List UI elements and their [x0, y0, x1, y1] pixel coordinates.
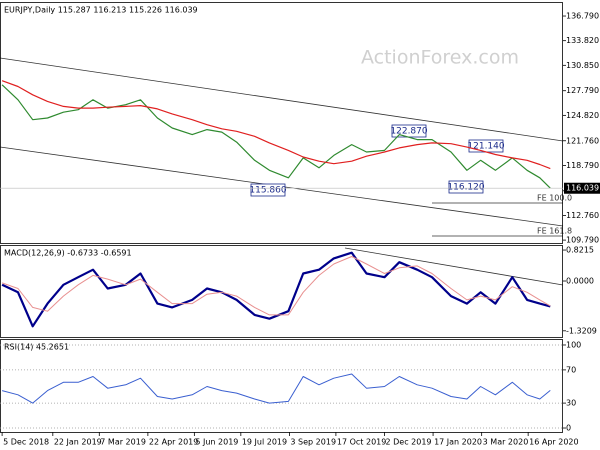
annotation-box [250, 183, 286, 197]
y-tick-label: 130.850 [566, 61, 599, 70]
price-marker: 116.039 [566, 184, 599, 193]
x-tick-label: 3 Mar 2020 [483, 438, 529, 447]
y-tick-label: 133.820 [566, 36, 599, 45]
panel-title: MACD(12,26,9) -0.6733 -0.6591 [4, 249, 132, 258]
x-tick-label: 5 Dec 2018 [3, 438, 49, 447]
panel-title: EURJPY,Daily 115.287 116.213 115.226 116… [4, 6, 198, 15]
annotation: 122.870 [390, 127, 427, 137]
annotation-box [448, 180, 484, 194]
x-tick-label: 17 Jan 2020 [434, 438, 482, 447]
y-tick-label: 0.8215 [566, 246, 594, 255]
price-marker-box [564, 182, 600, 194]
y-tick-label: -1.3209 [566, 326, 597, 335]
y-tick-label: 136.790 [566, 12, 599, 21]
y-tick-label: 100 [566, 340, 581, 349]
x-tick-label: 22 Jan 2019 [54, 438, 102, 447]
macd-trendline [344, 247, 564, 286]
x-tick-label: 22 Apr 2019 [149, 438, 198, 447]
annotation: 121.140 [467, 142, 504, 152]
y-tick-label: 0 [566, 424, 571, 433]
y-tick-label: 124.820 [566, 111, 599, 120]
annotation: 115.860 [249, 186, 286, 196]
panel-frame [0, 245, 563, 338]
x-tick-label: 7 Mar 2019 [100, 438, 146, 447]
y-tick-label: 0.0000 [566, 277, 594, 286]
watermark: ActionForex.com [361, 47, 519, 69]
series-line [1, 373, 551, 404]
x-tick-label: 2 Dec 2019 [385, 438, 431, 447]
channel-upper [0, 57, 564, 142]
x-tick-label: 19 Jul 2019 [242, 438, 287, 447]
fe-label: FE 100.0 [537, 194, 572, 203]
y-tick-label: 118.790 [566, 161, 599, 170]
panel-title: RSI(14) 45.2651 [4, 343, 69, 352]
x-tick-label: 3 Sep 2019 [290, 438, 336, 447]
series-line [1, 256, 551, 316]
y-tick-label: 70 [566, 365, 576, 374]
panel-frame [0, 339, 563, 433]
fe-label: FE 161.8 [537, 227, 572, 236]
y-tick-label: 112.760 [566, 211, 599, 220]
y-tick-label: 109.790 [566, 236, 599, 245]
series-line [1, 80, 551, 170]
y-tick-label: 127.790 [566, 86, 599, 95]
x-tick-label: 16 Apr 2020 [529, 438, 578, 447]
y-tick-label: 30 [566, 399, 576, 408]
series-line [1, 84, 551, 189]
panel-frame [0, 2, 563, 244]
x-tick-label: 5 Jun 2019 [195, 438, 238, 447]
x-tick-label: 17 Oct 2019 [337, 438, 386, 447]
y-tick-label: 121.760 [566, 136, 599, 145]
annotation: 116.120 [447, 183, 484, 193]
